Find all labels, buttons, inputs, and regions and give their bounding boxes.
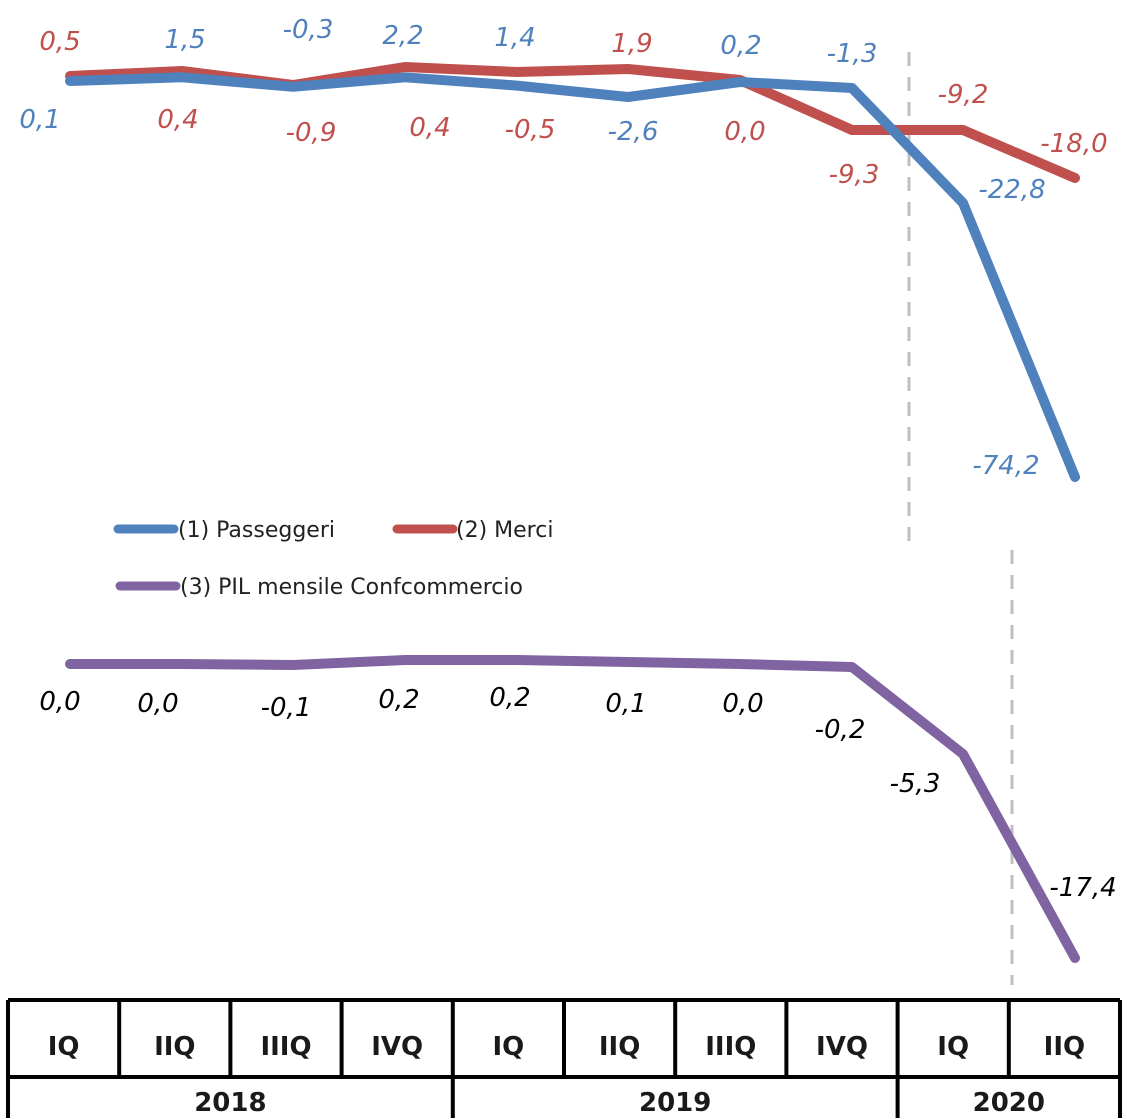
data-label-merci-10: -18,0 (1040, 129, 1107, 159)
data-label-pil-10: -17,4 (1049, 873, 1116, 903)
x-tick-label-10: IIQ (1044, 1032, 1085, 1062)
data-label-merci-5: -0,5 (505, 115, 556, 145)
x-tick-label-6: IIQ (599, 1032, 640, 1062)
data-labels: 0,1 1,5 -0,3 2,2 1,4 -2,6 0,2 -1,3 -22,8 -74,2 0,5… (19, 15, 1116, 903)
data-label-pil-6: 0,1 (605, 689, 646, 719)
data-label-pil-3: -0,1 (261, 693, 312, 723)
x-tick-label-3: IIIQ (260, 1032, 311, 1062)
x-year-label-2019: 2019 (639, 1088, 711, 1118)
data-label-merci-2: 0,4 (157, 105, 198, 135)
data-label-passeggeri-6: -2,6 (608, 117, 659, 147)
data-label-passeggeri-3: -0,3 (283, 15, 334, 45)
data-label-merci-4: 0,4 (409, 113, 450, 143)
data-label-pil-2: 0,0 (137, 689, 178, 719)
data-label-merci-8: -9,3 (829, 160, 880, 190)
x-year-label-2020: 2020 (973, 1088, 1045, 1118)
data-label-pil-1: 0,0 (39, 687, 80, 717)
legend-label-merci: (2) Merci (456, 518, 553, 543)
data-label-merci-7: 0,0 (724, 117, 765, 147)
x-tick-label-8: IVQ (816, 1032, 868, 1062)
legend-label-pil: (3) PIL mensile Confcommercio (180, 575, 523, 600)
legend-label-passeggeri: (1) Passeggeri (178, 518, 335, 543)
data-label-passeggeri-4: 2,2 (382, 21, 423, 51)
data-label-passeggeri-8: -1,3 (827, 39, 878, 69)
data-label-pil-5: 0,2 (489, 683, 530, 713)
data-label-merci-3: -0,9 (286, 118, 337, 148)
data-label-passeggeri-5: 1,4 (494, 23, 535, 53)
x-tick-label-9: IQ (937, 1032, 969, 1062)
x-tick-label-4: IVQ (371, 1032, 423, 1062)
x-tick-label-5: IQ (493, 1032, 525, 1062)
data-label-merci-1: 0,5 (39, 27, 80, 57)
data-label-passeggeri-1: 0,1 (19, 105, 60, 135)
series-lines (65, 62, 1080, 963)
data-label-passeggeri-10: -74,2 (972, 451, 1039, 481)
x-tick-label-1: IQ (48, 1032, 80, 1062)
x-tick-label-7: IIIQ (705, 1032, 756, 1062)
series-line-1-passeggeri (65, 72, 1080, 482)
data-label-passeggeri-2: 1,5 (164, 25, 205, 55)
legend: (1) Passeggeri (2) Merci (3) PIL mensile… (113, 518, 553, 600)
x-tick-label-2: IIQ (154, 1032, 195, 1062)
data-label-passeggeri-9: -22,8 (978, 175, 1045, 205)
data-label-passeggeri-7: 0,2 (720, 31, 761, 61)
data-label-pil-8: -0,2 (815, 715, 866, 745)
data-label-merci-9: -9,2 (938, 80, 989, 110)
series-line-3-pil-mensile-confcommercio (65, 655, 1080, 963)
data-label-pil-9: -5,3 (890, 769, 941, 799)
data-label-merci-6: 1,9 (611, 29, 652, 59)
data-label-pil-4: 0,2 (378, 685, 419, 715)
data-label-pil-7: 0,0 (722, 689, 763, 719)
x-year-label-2018: 2018 (194, 1088, 266, 1118)
x-axis-table: IQ IIQ IIIQ IVQ IQ IIQ IIIQ IVQ IQ IIQ 2018 2019 202… (6, 998, 1122, 1118)
